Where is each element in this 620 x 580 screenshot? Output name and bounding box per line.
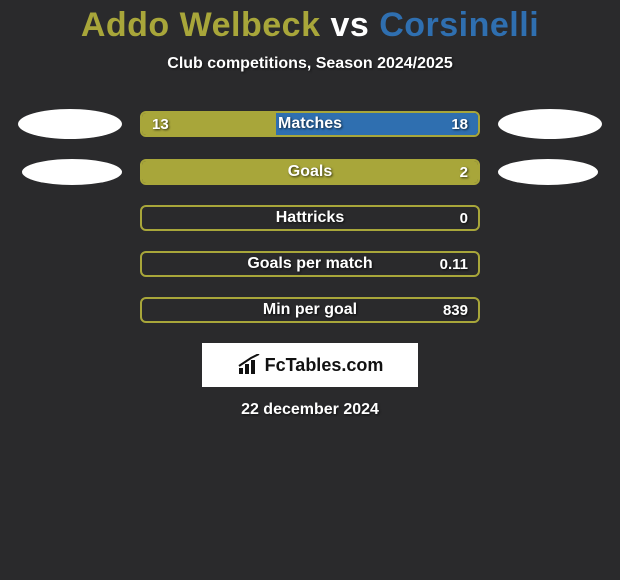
stat-bar: 13Matches18 xyxy=(140,111,480,137)
avatar-right xyxy=(498,159,598,185)
stat-label: Min per goal xyxy=(142,301,478,319)
player-right-name: Corsinelli xyxy=(379,6,539,44)
brand-box: FcTables.com xyxy=(202,343,418,387)
stat-row: 13Matches18 xyxy=(0,109,620,139)
stat-right-value: 839 xyxy=(443,302,468,319)
stat-row: Goals per match0.11 xyxy=(0,251,620,277)
stat-row: Min per goal839 xyxy=(0,297,620,323)
stat-bar: Min per goal839 xyxy=(140,297,480,323)
stat-rows: 13Matches18 Goals2 Hattricks0 Goals per mat… xyxy=(0,109,620,323)
comparison-card: Addo Welbeck vs Corsinelli Club competit… xyxy=(0,0,620,419)
brand-text: FcTables.com xyxy=(265,355,384,376)
stat-label: Goals xyxy=(142,163,478,181)
avatar-left xyxy=(22,159,122,185)
date-text: 22 december 2024 xyxy=(0,401,620,419)
brand-chart-icon xyxy=(237,354,261,376)
stat-right-value: 0.11 xyxy=(440,256,468,273)
stat-bar: Hattricks0 xyxy=(140,205,480,231)
stat-right-value: 2 xyxy=(460,164,468,181)
page-title: Addo Welbeck vs Corsinelli xyxy=(0,6,620,45)
stat-right-value: 18 xyxy=(451,116,468,133)
vs-text: vs xyxy=(330,6,369,44)
stat-right-value: 0 xyxy=(460,210,468,227)
subtitle: Club competitions, Season 2024/2025 xyxy=(0,55,620,73)
player-left-name: Addo Welbeck xyxy=(81,6,321,44)
stat-label: Matches xyxy=(142,115,478,133)
stat-row: Hattricks0 xyxy=(0,205,620,231)
avatar-right xyxy=(498,109,602,139)
stat-label: Goals per match xyxy=(142,255,478,273)
stat-row: Goals2 xyxy=(0,159,620,185)
stat-label: Hattricks xyxy=(142,209,478,227)
avatar-left xyxy=(18,109,122,139)
stat-bar: Goals per match0.11 xyxy=(140,251,480,277)
stat-bar: Goals2 xyxy=(140,159,480,185)
